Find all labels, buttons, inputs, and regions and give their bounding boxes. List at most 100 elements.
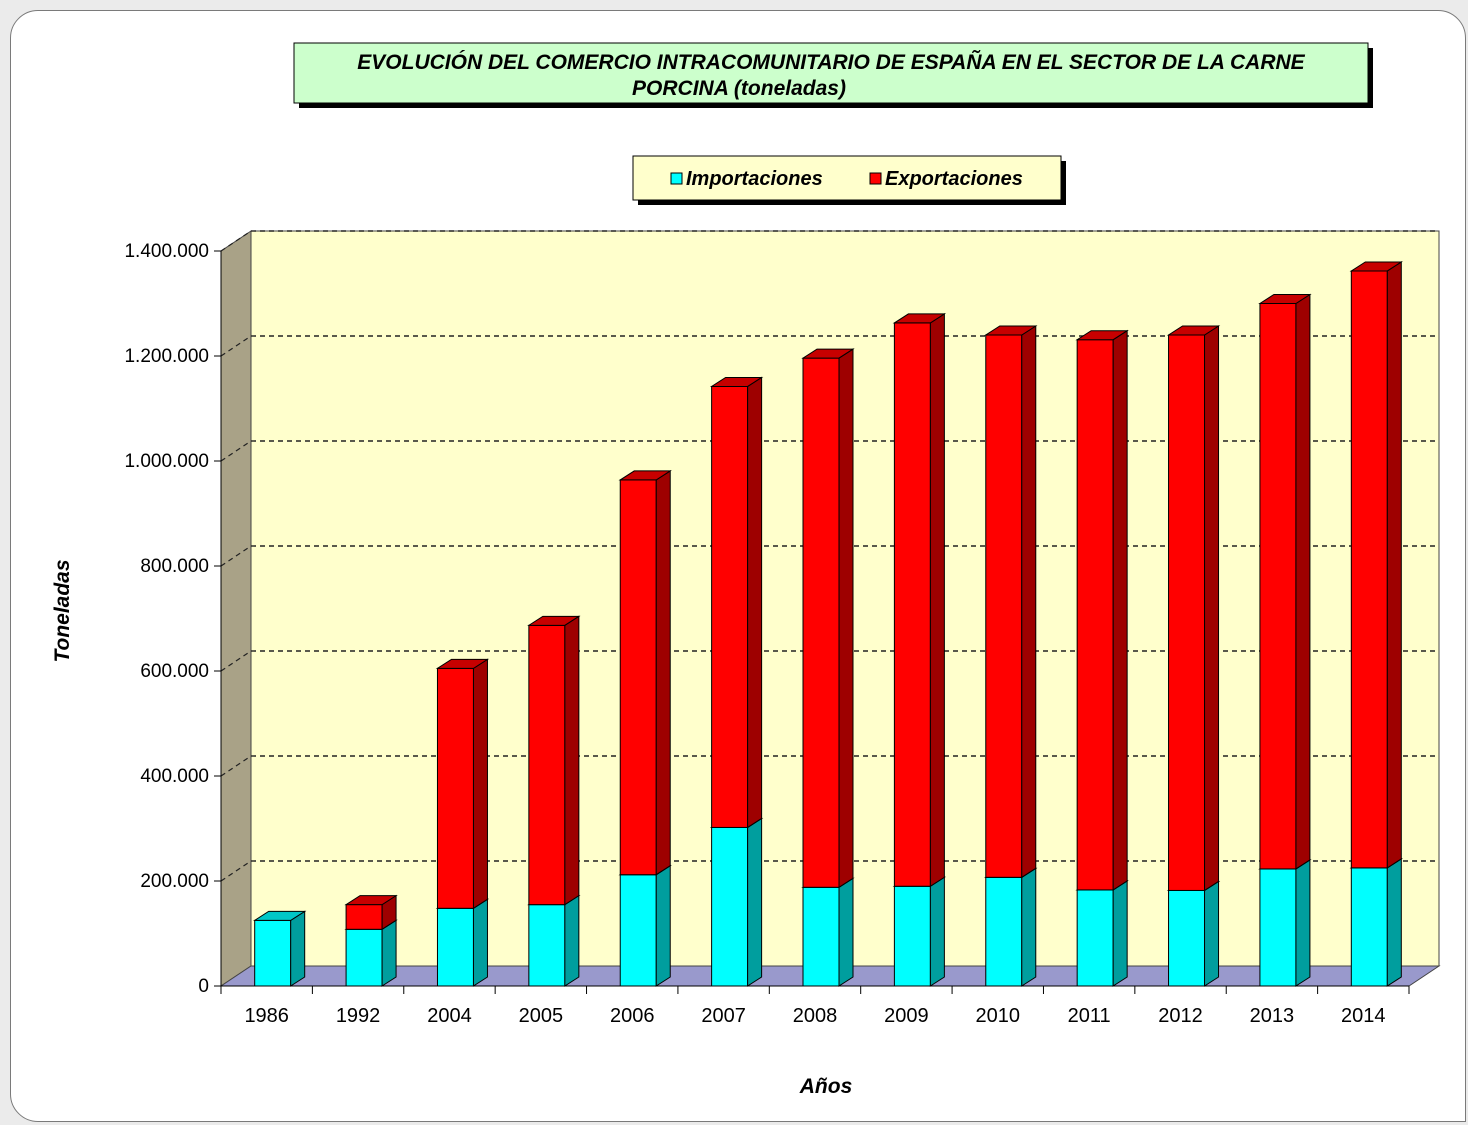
bar-importaciones-2014-side bbox=[1386, 857, 1402, 987]
gridline-side bbox=[220, 545, 252, 567]
gridline-side bbox=[220, 335, 252, 357]
bar-importaciones-2012-front bbox=[1168, 889, 1206, 987]
bar-exportaciones-2006-front bbox=[619, 479, 657, 876]
bar-importaciones-2005-side bbox=[564, 894, 580, 987]
x-tick-label: 2008 bbox=[793, 1005, 838, 1027]
bar-exportaciones-2009-side bbox=[929, 313, 945, 888]
bar-exportaciones-2005-side bbox=[564, 615, 580, 906]
x-tick-label: 1992 bbox=[336, 1005, 381, 1027]
bar-exportaciones-2013-side bbox=[1295, 293, 1311, 870]
chart-title-line-2: PORCINA (toneladas) bbox=[632, 77, 846, 100]
y-tick-label: 400.000 bbox=[140, 766, 209, 787]
gridline-side bbox=[220, 860, 252, 882]
x-tick-label: 2004 bbox=[427, 1005, 472, 1027]
x-tick-label: 2014 bbox=[1341, 1005, 1386, 1027]
y-tick-label: 0 bbox=[198, 976, 209, 997]
bar-exportaciones-2010-front bbox=[985, 334, 1023, 878]
bar-exportaciones-2014-front bbox=[1350, 270, 1388, 869]
chart-card: EVOLUCIÓN DEL COMERCIO INTRACOMUNITARIO … bbox=[10, 10, 1466, 1122]
x-tick-label: 2010 bbox=[976, 1005, 1021, 1027]
y-tick-label: 600.000 bbox=[140, 661, 209, 682]
gridline-side bbox=[220, 650, 252, 672]
y-tick-label: 1.000.000 bbox=[124, 451, 209, 472]
gridline-side bbox=[220, 230, 252, 252]
x-tick-label: 2007 bbox=[701, 1005, 746, 1027]
chart-title-box: EVOLUCIÓN DEL COMERCIO INTRACOMUNITARIO … bbox=[293, 42, 1373, 108]
chart-title-line-1: EVOLUCIÓN DEL COMERCIO INTRACOMUNITARIO … bbox=[357, 50, 1305, 74]
bar-importaciones-1992-front bbox=[345, 928, 383, 987]
bar-importaciones-2013-side bbox=[1295, 859, 1311, 987]
bar-importaciones-2004-side bbox=[472, 898, 488, 987]
bar-exportaciones-2011-front bbox=[1076, 339, 1114, 891]
bar-exportaciones-2011-top bbox=[1075, 330, 1129, 341]
x-tick-label: 2013 bbox=[1250, 1005, 1295, 1027]
bar-importaciones-2010-side bbox=[1021, 867, 1037, 987]
legend-label-exportaciones: Exportaciones bbox=[885, 168, 1023, 190]
bar-exportaciones-2013-front bbox=[1259, 303, 1297, 870]
legend-background bbox=[632, 155, 1062, 201]
bar-exportaciones-2010-top bbox=[984, 325, 1038, 336]
bar-importaciones-2006-side bbox=[655, 864, 671, 987]
bar-importaciones-2011-side bbox=[1112, 880, 1128, 987]
bar-exportaciones-2004-top bbox=[435, 658, 490, 669]
bar-exportaciones-2012-top bbox=[1166, 325, 1221, 336]
y-tick-label: 200.000 bbox=[140, 871, 209, 892]
bar-exportaciones-2005-front bbox=[528, 624, 566, 906]
bar-importaciones-1986-top bbox=[252, 910, 307, 921]
bar-exportaciones-2012-front bbox=[1168, 334, 1206, 891]
legend-swatch-importaciones bbox=[670, 172, 683, 185]
bar-importaciones-1986-side bbox=[290, 910, 306, 987]
bar-importaciones-2007-front bbox=[711, 826, 749, 987]
bar-exportaciones-2007-top bbox=[709, 376, 764, 387]
bar-importaciones-2012-side bbox=[1204, 880, 1220, 987]
bar-importaciones-2009-side bbox=[929, 876, 945, 987]
bar-exportaciones-2007-front bbox=[711, 385, 749, 828]
x-tick-label: 1986 bbox=[244, 1005, 289, 1027]
bar-exportaciones-2012-side bbox=[1204, 325, 1220, 892]
bar-exportaciones-2008-front bbox=[802, 357, 840, 888]
x-tick-label: 2012 bbox=[1158, 1005, 1203, 1027]
gridline-side bbox=[220, 440, 252, 462]
bar-importaciones-1992-side bbox=[381, 919, 397, 987]
bar-exportaciones-2009-top bbox=[892, 313, 947, 324]
bar-exportaciones-2006-side bbox=[655, 469, 671, 876]
bar-importaciones-2007-side bbox=[747, 817, 763, 987]
bar-exportaciones-1992-front bbox=[345, 904, 383, 930]
bar-importaciones-2014-front bbox=[1350, 867, 1388, 987]
bar-exportaciones-2007-side bbox=[747, 376, 763, 829]
bar-importaciones-2011-front bbox=[1076, 889, 1114, 987]
x-tick-label: 2006 bbox=[610, 1005, 655, 1027]
bar-importaciones-1986-front bbox=[254, 919, 292, 987]
bar-importaciones-2009-front bbox=[893, 885, 931, 987]
legend: Importaciones Exportaciones bbox=[632, 155, 1066, 205]
side-wall bbox=[220, 230, 252, 987]
y-tick-label: 1.400.000 bbox=[124, 241, 209, 262]
chart: EVOLUCIÓN DEL COMERCIO INTRACOMUNITARIO … bbox=[51, 42, 1441, 1098]
bar-importaciones-2008-side bbox=[838, 877, 854, 987]
y-tick-label: 800.000 bbox=[140, 556, 209, 577]
bar-importaciones-2013-front bbox=[1259, 868, 1297, 987]
bar-exportaciones-2008-side bbox=[838, 348, 854, 889]
legend-label-importaciones: Importaciones bbox=[686, 168, 823, 190]
bar-exportaciones-2004-side bbox=[472, 658, 488, 910]
x-tick-label: 2009 bbox=[884, 1005, 929, 1027]
bar-exportaciones-2008-top bbox=[801, 348, 855, 359]
bar-exportaciones-2011-side bbox=[1112, 329, 1128, 891]
y-axis-title: Toneladas bbox=[51, 559, 74, 662]
bar-exportaciones-2013-top bbox=[1258, 294, 1312, 304]
bar-importaciones-2004-front bbox=[436, 907, 474, 987]
bar-exportaciones-1992-top bbox=[344, 895, 398, 906]
bar-importaciones-2010-front bbox=[985, 876, 1023, 987]
bar-importaciones-2006-front bbox=[619, 874, 657, 987]
bar-exportaciones-2006-top bbox=[618, 470, 672, 481]
x-tick-label: 2011 bbox=[1068, 1005, 1111, 1027]
bar-importaciones-2008-front bbox=[802, 886, 840, 987]
bar-exportaciones-2004-front bbox=[436, 667, 474, 909]
gridline-side bbox=[220, 755, 252, 777]
bar-importaciones-2005-front bbox=[528, 904, 566, 987]
y-tick-label: 1.200.000 bbox=[124, 346, 209, 367]
bar-exportaciones-2014-side bbox=[1386, 261, 1402, 869]
title-background bbox=[293, 42, 1369, 104]
bar-exportaciones-2010-side bbox=[1021, 325, 1037, 879]
legend-swatch-exportaciones bbox=[869, 172, 882, 185]
